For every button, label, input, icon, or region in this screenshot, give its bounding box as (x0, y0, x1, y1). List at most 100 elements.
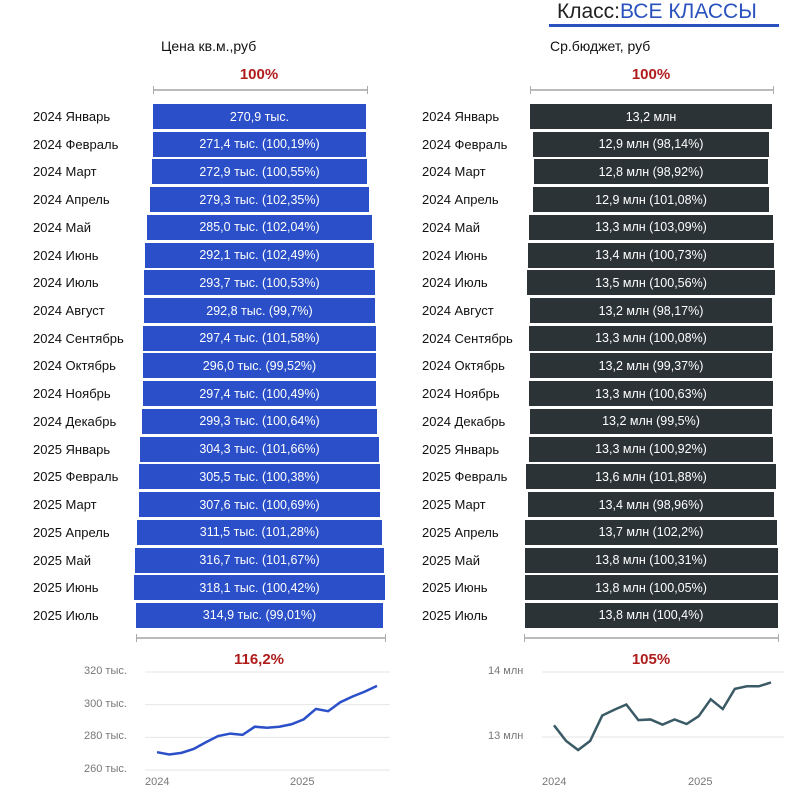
x-tick-label: 2024 (542, 776, 567, 788)
price-top-bracket (153, 86, 368, 94)
row-label: 2025 Январь (33, 441, 111, 457)
bar: 311,5 тыс. (101,28%) (137, 519, 382, 545)
bar: 297,4 тыс. (101,58%) (142, 325, 377, 351)
y-tick-label: 300 тыс. (84, 697, 127, 710)
bar: 13,2 млн (99,5%) (530, 408, 772, 434)
bar: 314,9 тыс. (99,01%) (135, 602, 384, 628)
row-label: 2025 Апрель (33, 524, 110, 540)
bar: 296,0 тыс. (99,52%) (143, 353, 376, 379)
bar: 13,6 млн (101,88%) (526, 464, 776, 490)
bar: 13,4 млн (100,73%) (528, 242, 774, 268)
bar: 270,9 тыс. (153, 104, 366, 129)
x-tick-label: 2024 (145, 776, 170, 788)
row-label: 2024 Сентябрь (422, 330, 513, 346)
bar: 12,8 млн (98,92%) (533, 159, 769, 185)
x-tick-label: 2025 (688, 776, 713, 788)
bar: 272,9 тыс. (100,55%) (152, 159, 367, 185)
bar: 13,8 млн (100,4%) (524, 602, 778, 628)
row-label: 2024 Август (422, 303, 494, 319)
class-filter-underline (549, 24, 779, 27)
row-label: 2024 Февраль (33, 136, 119, 152)
bar: 12,9 млн (98,14%) (532, 131, 770, 157)
bar: 13,3 млн (100,92%) (529, 436, 773, 462)
row-label: 2024 Апрель (422, 192, 499, 208)
budget-bottom-bracket (524, 634, 779, 642)
row-label: 2024 Январь (33, 109, 111, 124)
row-label: 2024 Май (33, 219, 91, 235)
class-filter-value[interactable]: ВСЕ КЛАССЫ (620, 0, 757, 23)
row-label: 2025 Март (33, 497, 97, 513)
row-label: 2024 Июнь (33, 247, 99, 263)
row-label: 2024 Май (422, 219, 480, 235)
bar: 13,3 млн (100,08%) (529, 325, 773, 351)
row-label: 2024 Ноябрь (422, 386, 500, 402)
row-label: 2024 Март (33, 164, 97, 180)
bar: 271,4 тыс. (100,19%) (152, 131, 367, 157)
row-label: 2024 Ноябрь (33, 386, 111, 402)
series-line (156, 684, 378, 756)
series-line (553, 681, 772, 752)
class-filter-label: Класс: (557, 0, 620, 23)
price-bottom-bracket (136, 634, 386, 642)
bar: 13,2 млн (98,17%) (530, 298, 772, 324)
row-label: 2025 Январь (422, 441, 500, 457)
bar: 307,6 тыс. (100,69%) (138, 492, 381, 518)
row-label: 2024 Июль (33, 275, 99, 291)
row-label: 2025 Февраль (33, 469, 119, 485)
bar: 13,8 млн (100,05%) (524, 575, 778, 601)
bar: 13,2 млн (530, 104, 772, 129)
budget-title: Ср.бюджет, руб (550, 38, 651, 54)
row-label: 2025 Июль (422, 607, 488, 623)
row-label: 2024 Август (33, 303, 105, 319)
row-label: 2025 Май (422, 552, 480, 568)
bar: 13,2 млн (99,37%) (530, 353, 772, 379)
row-label: 2025 Июнь (422, 580, 488, 596)
row-label: 2025 Май (33, 552, 91, 568)
price-top-percent: 100% (239, 66, 279, 83)
row-label: 2025 Июль (33, 607, 99, 623)
bar: 279,3 тыс. (102,35%) (149, 187, 370, 213)
row-label: 2024 Сентябрь (33, 330, 124, 346)
bar: 12,9 млн (101,08%) (532, 187, 770, 213)
x-tick-label: 2025 (290, 776, 315, 788)
bar: 13,5 млн (100,56%) (527, 270, 775, 296)
price-bottom-percent: 116,2% (233, 651, 285, 668)
row-label: 2024 Октябрь (33, 358, 116, 374)
budget-top-percent: 100% (631, 66, 671, 83)
row-label: 2024 Март (422, 164, 486, 180)
row-label: 2024 Декабрь (422, 413, 506, 429)
row-label: 2025 Февраль (422, 469, 508, 485)
bar: 318,1 тыс. (100,42%) (134, 575, 385, 601)
bar: 316,7 тыс. (101,67%) (134, 547, 384, 573)
y-tick-label: 13 млн (488, 730, 524, 742)
row-label: 2024 Декабрь (33, 413, 117, 429)
budget-top-bracket (530, 86, 774, 94)
bar: 13,3 млн (103,09%) (529, 214, 773, 240)
row-label: 2024 Апрель (33, 192, 110, 208)
bar: 13,8 млн (100,31%) (524, 547, 778, 573)
y-tick-label: 320 тыс. (84, 665, 127, 677)
y-tick-label: 260 тыс. (84, 763, 127, 775)
row-label: 2025 Июнь (33, 580, 99, 596)
row-label: 2024 Февраль (422, 136, 508, 152)
y-tick-label: 14 млн (488, 665, 524, 677)
row-label: 2024 Октябрь (422, 358, 505, 374)
bar: 293,7 тыс. (100,53%) (144, 270, 375, 296)
bar: 292,8 тыс. (99,7%) (144, 298, 375, 324)
bar: 304,3 тыс. (101,66%) (139, 436, 380, 462)
bar: 13,3 млн (100,63%) (529, 381, 773, 407)
bar: 285,0 тыс. (102,04%) (147, 214, 372, 240)
bar: 305,5 тыс. (100,38%) (139, 464, 380, 490)
bar: 297,4 тыс. (100,49%) (142, 381, 377, 407)
row-label: 2025 Март (422, 497, 486, 513)
class-filter[interactable]: Класс:ВСЕ КЛАССЫ (557, 0, 757, 24)
row-label: 2025 Апрель (422, 524, 499, 540)
bar: 299,3 тыс. (100,64%) (141, 408, 378, 434)
price-title: Цена кв.м.,руб (161, 38, 257, 54)
y-tick-label: 280 тыс. (84, 730, 127, 743)
row-label: 2024 Июнь (422, 247, 488, 263)
bar: 292,1 тыс. (102,49%) (144, 242, 375, 268)
row-label: 2024 Январь (422, 109, 500, 124)
bar: 13,7 млн (102,2%) (525, 519, 777, 545)
